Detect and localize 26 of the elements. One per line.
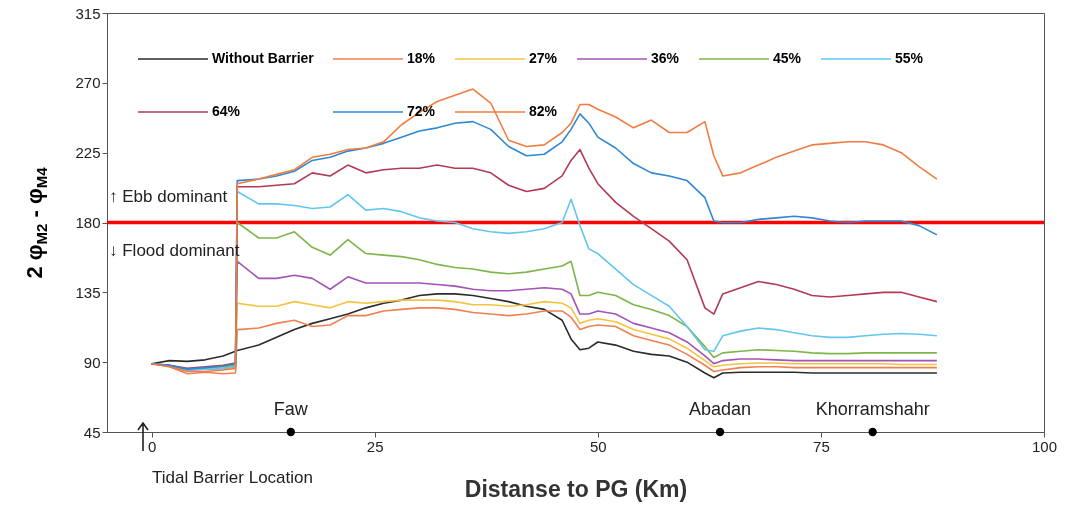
x-axis-title: Distanse to PG (Km) (464, 475, 688, 502)
annotation: Faw (273, 399, 309, 419)
x-tick-label: 75 (813, 437, 830, 455)
y-tick-label: 135 (75, 283, 101, 301)
y-tick-label: 225 (75, 144, 101, 162)
annotation: ↑ Ebb dominant (109, 186, 228, 206)
x-tick-label: 50 (589, 437, 607, 455)
y-tick-label: 180 (75, 214, 101, 231)
annotation: Abadan (689, 399, 752, 419)
legend-label: 27% (529, 50, 558, 66)
y-tick-label: 90 (83, 353, 101, 371)
legend-label: 36% (651, 50, 680, 66)
legend-label: 64% (212, 103, 241, 119)
y-tick-label: 270 (75, 74, 101, 92)
annotation: Khorramshahr (815, 399, 930, 419)
x-tick-label: 25 (366, 437, 384, 455)
text: Tidal Barrier Location (152, 468, 313, 487)
y-tick-label: 315 (75, 4, 101, 22)
x-tick-label: 100 (1031, 437, 1058, 455)
legend-label: Without Barrier (212, 50, 315, 66)
y-tick-label: 45 (83, 423, 101, 441)
x-tick-label: 0 (147, 437, 157, 455)
legend-label: 45% (773, 50, 802, 66)
legend-label: 18% (407, 50, 436, 66)
legend-label: 55% (895, 50, 924, 66)
legend-label: 82% (529, 103, 558, 119)
